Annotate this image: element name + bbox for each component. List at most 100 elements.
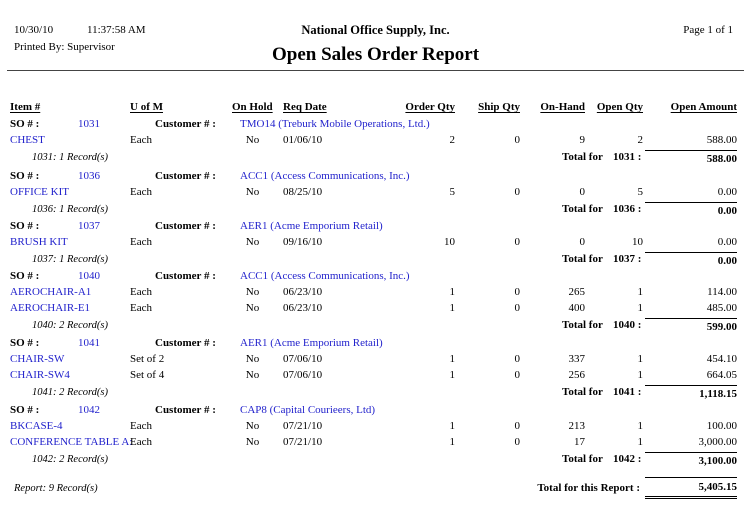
so-number-link[interactable]: 1036 — [78, 170, 100, 182]
reqdate-value: 07/21/10 — [283, 420, 323, 432]
item-link[interactable]: CHAIR-SW4 — [10, 369, 70, 381]
openqty-value: 1 — [637, 353, 644, 365]
item-row: OFFICE KIT Each No 08/25/10 5 0 0 5 0.00 — [0, 185, 751, 201]
reqdate-value: 09/16/10 — [283, 236, 323, 248]
orderqty-value: 5 — [449, 186, 456, 198]
openqty-value: 2 — [637, 134, 644, 146]
report-total-label: Total for this Report : — [537, 482, 640, 494]
so-header-row: SO # : 1036 Customer # : ACC1 (Access Commu… — [0, 169, 751, 185]
customer-label: Customer # : — [155, 404, 216, 416]
section-record-count: 1031: 1 Record(s) — [32, 152, 109, 163]
so-number-link[interactable]: 1042 — [78, 404, 100, 416]
orderqty-value: 1 — [449, 353, 456, 365]
item-link[interactable]: AEROCHAIR-A1 — [10, 286, 92, 298]
item-row: CHEST Each No 01/06/10 2 0 9 2 588.00 — [0, 133, 751, 149]
openamount-value: 114.00 — [707, 286, 737, 298]
section-total-row: 1031: 1 Record(s) Total for 1031 :588.00 — [0, 150, 751, 166]
section-total-row: 1037: 1 Record(s) Total for 1037 :0.00 — [0, 252, 751, 268]
reqdate-value: 08/25/10 — [283, 186, 323, 198]
openqty-value: 1 — [637, 302, 644, 314]
item-link[interactable]: OFFICE KIT — [10, 186, 69, 198]
onhand-value: 265 — [568, 286, 586, 298]
total-for-label: Total for — [562, 203, 603, 215]
col-header-reqdate: Req Date — [283, 101, 327, 113]
section-total-amount: 0.00 — [645, 202, 737, 219]
onhold-value: No — [245, 134, 260, 146]
orderqty-value: 1 — [449, 302, 456, 314]
section-record-count: 1040: 2 Record(s) — [32, 320, 109, 331]
section-total-row: 1040: 2 Record(s) Total for 1040 :599.00 — [0, 318, 751, 334]
onhand-value: 213 — [568, 420, 586, 432]
orderqty-value: 1 — [449, 436, 456, 448]
item-link[interactable]: BRUSH KIT — [10, 236, 68, 248]
customer-link[interactable]: ACC1 (Access Communications, Inc.) — [240, 270, 410, 282]
total-so-ref: 1036 : — [613, 203, 642, 215]
onhold-value: No — [245, 286, 260, 298]
orderqty-value: 2 — [449, 134, 456, 146]
header-divider — [7, 70, 744, 71]
so-header-row: SO # : 1042 Customer # : CAP8 (Capital Cour… — [0, 403, 751, 419]
uofm-value: Set of 4 — [130, 369, 165, 381]
total-for-label: Total for — [562, 253, 603, 265]
item-link[interactable]: CONFERENCE TABLE A: — [10, 436, 133, 448]
onhold-value: No — [245, 369, 260, 381]
total-for-label: Total for — [562, 453, 603, 465]
col-header-orderqty: Order Qty — [405, 101, 455, 113]
column-header-row: Item # U of M On Hold Req Date Order Qty Ship… — [0, 100, 751, 116]
orderqty-value: 1 — [449, 369, 456, 381]
section-total-row: 1036: 1 Record(s) Total for 1036 :0.00 — [0, 202, 751, 218]
item-link[interactable]: AEROCHAIR-E1 — [10, 302, 91, 314]
item-link[interactable]: CHAIR-SW — [10, 353, 65, 365]
so-number-link[interactable]: 1041 — [78, 337, 100, 349]
reqdate-value: 07/06/10 — [283, 353, 323, 365]
item-row: BRUSH KIT Each No 09/16/10 10 0 0 10 0.00 — [0, 235, 751, 251]
so-number-link[interactable]: 1040 — [78, 270, 100, 282]
total-so-ref: 1040 : — [613, 319, 642, 331]
item-row: AEROCHAIR-A1 Each No 06/23/10 1 0 265 1 114.00 — [0, 285, 751, 301]
report-date: 10/30/10 — [14, 24, 54, 36]
item-link[interactable]: CHEST — [10, 134, 45, 146]
col-header-item: Item # — [10, 101, 41, 113]
section-total-amount: 588.00 — [645, 150, 737, 167]
onhand-value: 0 — [579, 236, 586, 248]
item-row: CONFERENCE TABLE A: Each No 07/21/10 1 0 17 1 3,… — [0, 435, 751, 451]
total-so-ref: 1037 : — [613, 253, 642, 265]
so-label: SO # : — [10, 270, 40, 282]
openqty-value: 1 — [637, 369, 644, 381]
total-for-label: Total for — [562, 319, 603, 331]
so-label: SO # : — [10, 118, 40, 130]
openamount-value: 100.00 — [706, 420, 737, 432]
shipqty-value: 0 — [514, 369, 521, 381]
reqdate-value: 07/06/10 — [283, 369, 323, 381]
customer-link[interactable]: CAP8 (Capital Courieers, Ltd) — [240, 404, 376, 416]
so-number-link[interactable]: 1031 — [78, 118, 100, 130]
customer-link[interactable]: TMO14 (Treburk Mobile Operations, Ltd.) — [240, 118, 430, 130]
onhand-value: 9 — [579, 134, 586, 146]
so-number-link[interactable]: 1037 — [78, 220, 100, 232]
onhand-value: 0 — [579, 186, 586, 198]
col-header-onhand: On-Hand — [540, 101, 585, 113]
openamount-value: 0.00 — [717, 236, 737, 248]
onhand-value: 400 — [568, 302, 586, 314]
customer-link[interactable]: AER1 (Acme Emporium Retail) — [240, 337, 383, 349]
uofm-value: Each — [130, 420, 152, 432]
so-label: SO # : — [10, 170, 40, 182]
onhand-value: 17 — [574, 436, 585, 448]
so-header-row: SO # : 1037 Customer # : AER1 (Acme Emporiu… — [0, 219, 751, 235]
uofm-value: Each — [130, 286, 152, 298]
customer-link[interactable]: AER1 (Acme Emporium Retail) — [240, 220, 383, 232]
orderqty-value: 1 — [449, 420, 456, 432]
customer-link[interactable]: ACC1 (Access Communications, Inc.) — [240, 170, 410, 182]
reqdate-value: 06/23/10 — [283, 286, 323, 298]
uofm-value: Each — [130, 236, 152, 248]
col-header-shipqty: Ship Qty — [478, 101, 520, 113]
item-row: CHAIR-SW Set of 2 No 07/06/10 1 0 337 1 454.10 — [0, 352, 751, 368]
item-link[interactable]: BKCASE-4 — [10, 420, 63, 432]
reqdate-value: 01/06/10 — [283, 134, 323, 146]
uofm-value: Set of 2 — [130, 353, 165, 365]
page-title: Open Sales Order Report — [271, 44, 480, 65]
so-header-row: SO # : 1041 Customer # : AER1 (Acme Emporiu… — [0, 336, 751, 352]
onhold-value: No — [245, 436, 260, 448]
report-total-row: Report: 9 Record(s) Total for this Repor… — [0, 477, 751, 499]
